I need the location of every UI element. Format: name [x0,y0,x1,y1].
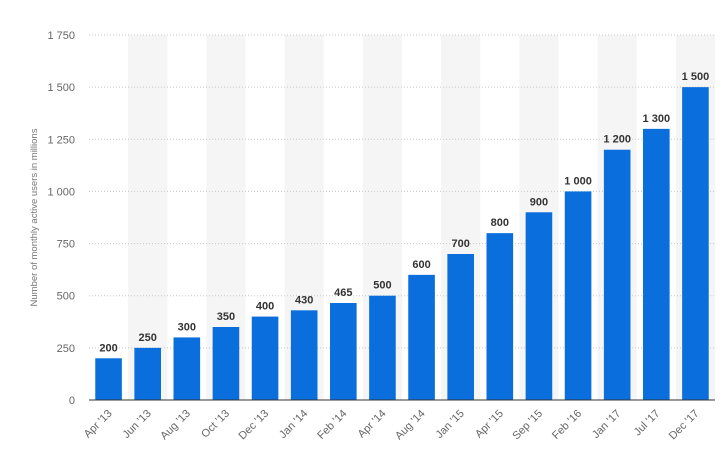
x-tick-label: Aug '13 [158,408,193,443]
bar[interactable] [134,347,161,400]
bar[interactable] [486,233,514,400]
data-label: 600 [412,259,430,271]
x-tick-label: Dec '17 [667,408,702,443]
data-label: 800 [491,217,509,229]
data-label: 1 500 [682,71,710,83]
bar[interactable] [643,128,670,400]
bar[interactable] [290,310,318,400]
bars [95,87,709,401]
x-tick-label: Oct '13 [199,408,232,441]
bar[interactable] [173,337,201,400]
data-label: 500 [373,280,391,292]
x-tick-label: Apr '15 [473,408,506,441]
gridlines [89,34,715,349]
y-tick-label: 1 250 [47,134,75,146]
y-tick-label: 1 750 [47,30,75,42]
data-label: 350 [217,311,235,323]
data-label: 200 [99,342,117,354]
data-label: 900 [530,196,548,208]
data-labels: 200 250 300 350 400 430 465 500 600 700 800 900 1 00… [99,71,709,354]
x-tick-label: Jan '14 [277,408,310,441]
bar[interactable] [564,191,592,400]
data-label: 1 300 [643,113,671,125]
x-tick-label: Jan '15 [433,408,466,441]
data-label: 1 200 [603,134,631,146]
bar[interactable] [369,295,396,400]
y-tick-label: 500 [57,291,75,303]
x-tick-label: Aug '14 [393,408,428,443]
data-label: 400 [256,301,274,313]
bar[interactable] [95,358,122,400]
data-label: 250 [139,332,157,344]
background-band [128,35,168,400]
data-label: 700 [452,238,470,250]
y-axis-label: Number of monthly active users in millio… [29,128,40,306]
y-tick-label: 0 [69,395,75,407]
data-label: 300 [178,321,196,333]
y-axis-ticks: 0 250 500 750 1 000 1 250 1 500 1 750 [47,30,75,407]
x-tick-label: Jun '13 [120,408,153,441]
bar[interactable] [251,316,279,400]
y-tick-label: 750 [57,239,75,251]
x-tick-label: Jan '17 [590,408,623,441]
y-tick-label: 1 000 [47,186,75,198]
y-tick-label: 250 [57,343,75,355]
bar[interactable] [212,327,240,400]
x-tick-label: Dec '13 [237,408,272,443]
x-tick-label: Feb '14 [315,408,349,442]
bar[interactable] [330,303,357,400]
x-axis-ticks: Apr '13 Jun '13 Aug '13 Oct '13 Dec '13 Jan '… [82,408,702,443]
x-tick-label: Sep '15 [510,408,545,443]
x-tick-label: Feb '16 [550,408,584,442]
bar[interactable] [408,274,435,400]
bar[interactable] [525,212,553,400]
x-tick-label: Jul '17 [632,408,663,439]
x-tick-label: Apr '14 [356,408,389,441]
y-tick-label: 1 500 [47,82,75,94]
x-tick-label: Apr '13 [82,408,115,441]
data-label: 1 000 [564,175,592,187]
bar[interactable] [682,87,709,401]
data-label: 465 [334,287,352,299]
bar[interactable] [447,254,474,400]
data-label: 430 [295,294,313,306]
bar[interactable] [603,149,631,400]
